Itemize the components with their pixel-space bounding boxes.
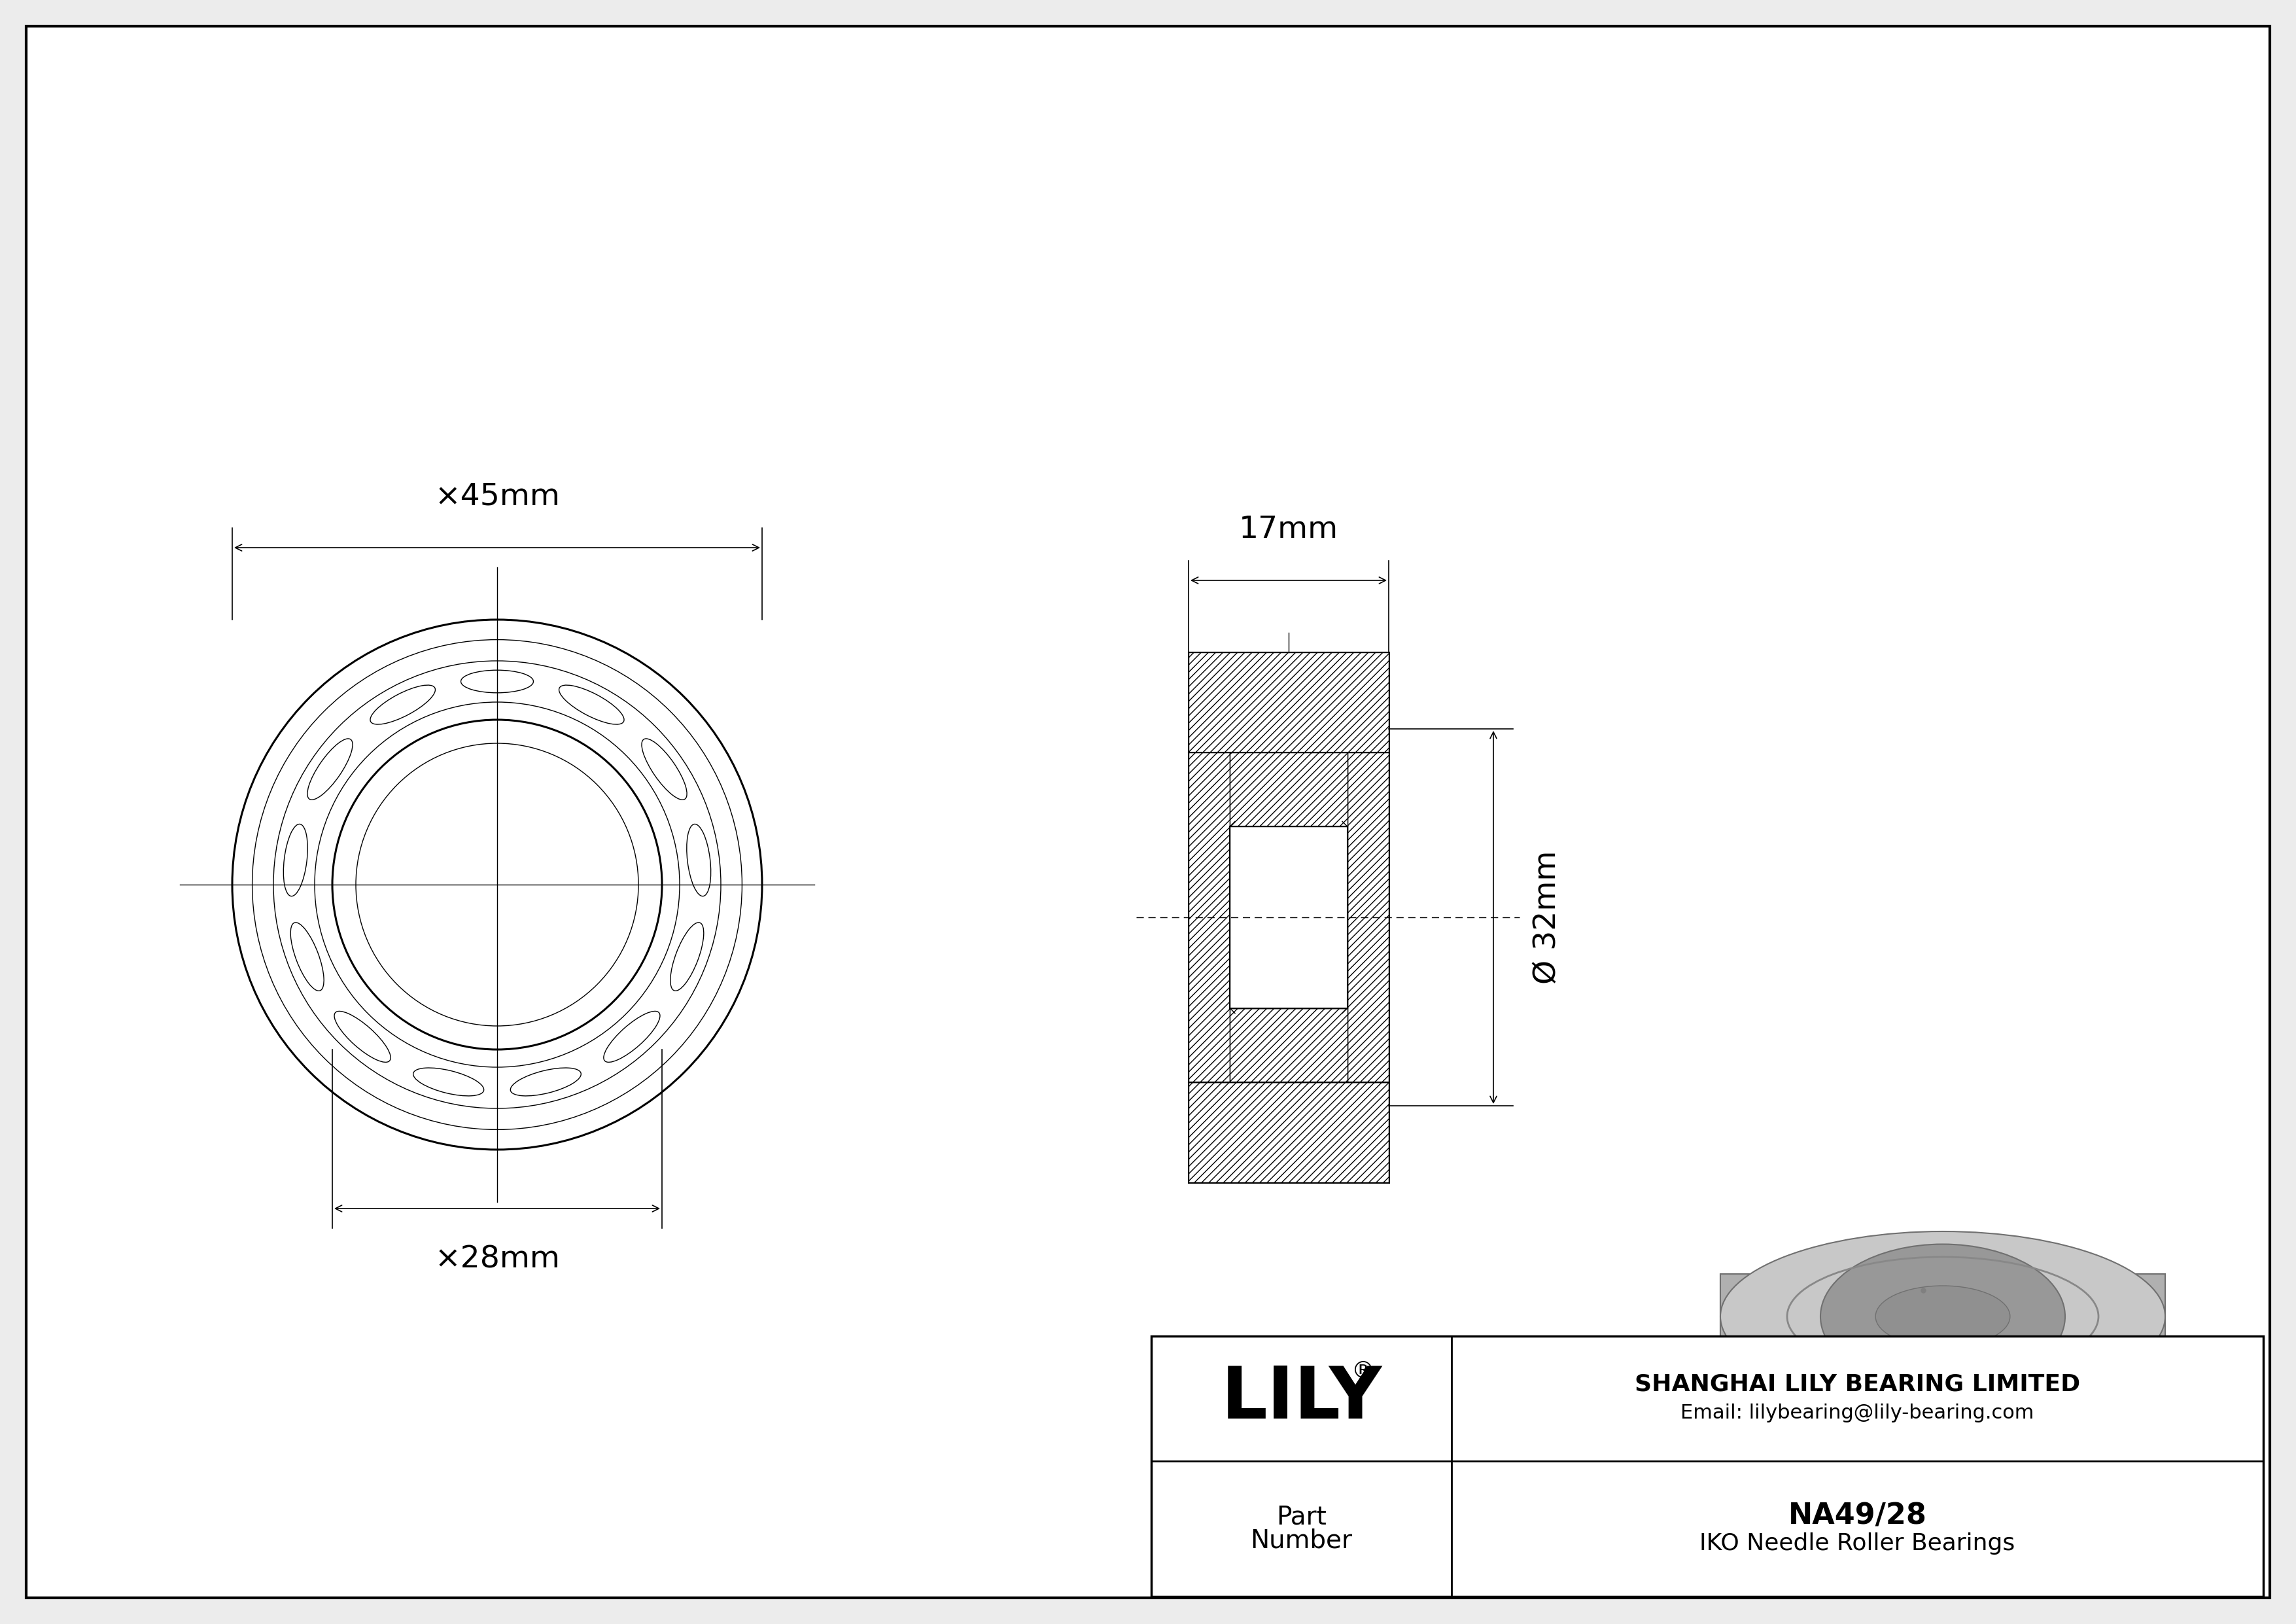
Ellipse shape <box>1876 1286 2009 1348</box>
Text: 17mm: 17mm <box>1240 515 1339 544</box>
Ellipse shape <box>1821 1244 2064 1389</box>
Text: ×45mm: ×45mm <box>434 482 560 512</box>
Text: NA49/28: NA49/28 <box>1789 1502 1926 1530</box>
Bar <box>1231 827 1348 1009</box>
Text: SHANGHAI LILY BEARING LIMITED: SHANGHAI LILY BEARING LIMITED <box>1635 1372 2080 1395</box>
Text: LILY: LILY <box>1221 1364 1382 1434</box>
Polygon shape <box>1720 1273 1876 1579</box>
Text: Ø 32mm: Ø 32mm <box>1534 851 1561 984</box>
Bar <box>1348 752 1389 1082</box>
Bar <box>1189 752 1231 1082</box>
Text: ®: ® <box>1352 1359 1375 1382</box>
Bar <box>1189 663 1389 752</box>
Ellipse shape <box>1876 1489 2009 1525</box>
Polygon shape <box>2009 1273 2165 1579</box>
Text: Email: lilybearing@lily-bearing.com: Email: lilybearing@lily-bearing.com <box>1681 1403 2034 1423</box>
Text: ×28mm: ×28mm <box>434 1244 560 1273</box>
Bar <box>1189 1082 1389 1182</box>
Bar <box>1231 1009 1348 1082</box>
Text: IKO Needle Roller Bearings: IKO Needle Roller Bearings <box>1699 1531 2016 1554</box>
Bar <box>1150 1337 2264 1596</box>
Polygon shape <box>1720 1273 2165 1476</box>
Ellipse shape <box>1720 1460 2165 1579</box>
Bar <box>1189 653 1389 752</box>
Text: Part: Part <box>1277 1504 1327 1530</box>
Ellipse shape <box>1720 1231 2165 1402</box>
Polygon shape <box>1876 1345 2009 1507</box>
Text: Number: Number <box>1251 1528 1352 1553</box>
Bar <box>1189 653 1389 663</box>
Bar <box>1231 752 1348 827</box>
